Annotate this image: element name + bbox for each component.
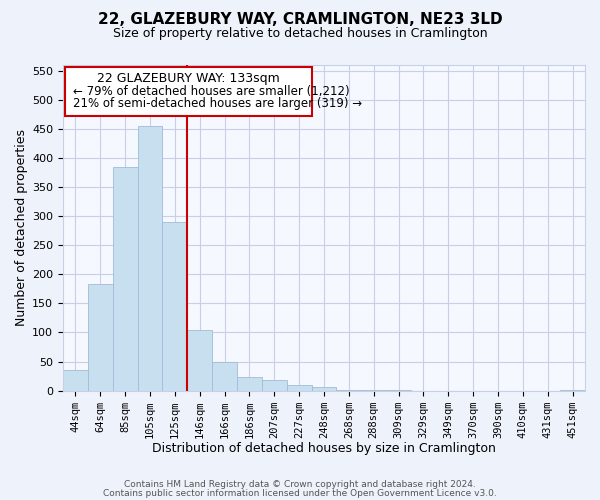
Bar bbox=[212, 362, 237, 390]
Bar bbox=[287, 385, 311, 390]
Y-axis label: Number of detached properties: Number of detached properties bbox=[15, 130, 28, 326]
X-axis label: Distribution of detached houses by size in Cramlington: Distribution of detached houses by size … bbox=[152, 442, 496, 455]
Bar bbox=[311, 387, 337, 390]
Bar bbox=[187, 330, 212, 390]
Text: 22, GLAZEBURY WAY, CRAMLINGTON, NE23 3LD: 22, GLAZEBURY WAY, CRAMLINGTON, NE23 3LD bbox=[98, 12, 502, 28]
Text: 21% of semi-detached houses are larger (319) →: 21% of semi-detached houses are larger (… bbox=[73, 97, 362, 110]
Text: ← 79% of detached houses are smaller (1,212): ← 79% of detached houses are smaller (1,… bbox=[73, 86, 350, 98]
Bar bbox=[237, 377, 262, 390]
Text: Contains HM Land Registry data © Crown copyright and database right 2024.: Contains HM Land Registry data © Crown c… bbox=[124, 480, 476, 489]
Text: Size of property relative to detached houses in Cramlington: Size of property relative to detached ho… bbox=[113, 28, 487, 40]
Bar bbox=[63, 370, 88, 390]
Text: 22 GLAZEBURY WAY: 133sqm: 22 GLAZEBURY WAY: 133sqm bbox=[97, 72, 280, 85]
FancyBboxPatch shape bbox=[65, 66, 311, 116]
Bar bbox=[262, 380, 287, 390]
Text: Contains public sector information licensed under the Open Government Licence v3: Contains public sector information licen… bbox=[103, 488, 497, 498]
Bar bbox=[137, 126, 163, 390]
Bar bbox=[88, 284, 113, 391]
Bar bbox=[113, 167, 137, 390]
Bar bbox=[163, 222, 187, 390]
